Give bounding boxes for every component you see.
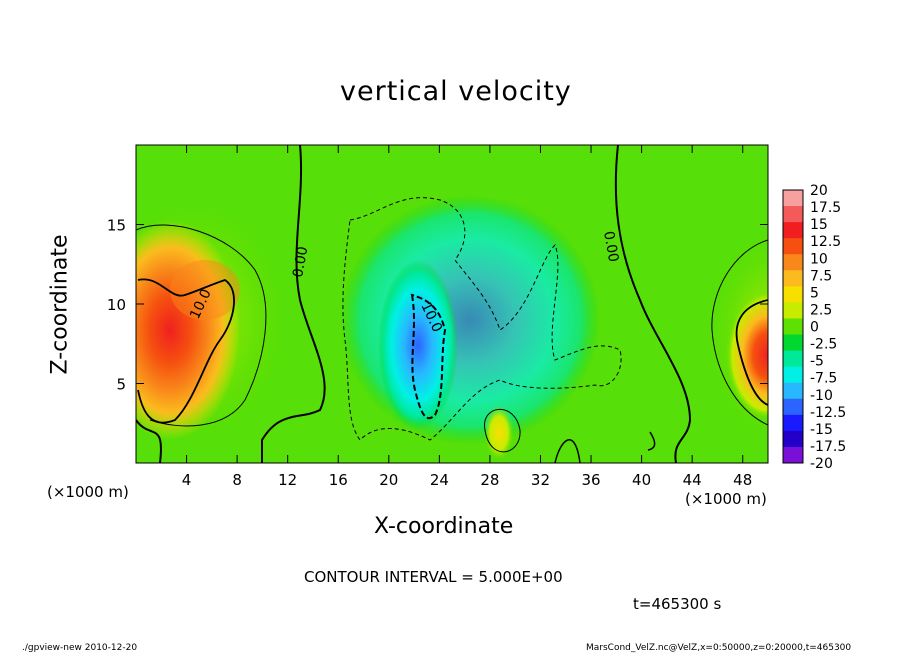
colorbar-label: -15 <box>810 422 833 438</box>
colorbar-swatch <box>783 350 803 368</box>
colorbar-swatch <box>783 318 803 336</box>
y-tick-label: 5 <box>116 376 126 394</box>
contour-zero-mid <box>261 145 326 463</box>
heatmap-feature-yellow-blob <box>484 405 514 461</box>
x-unit-left: (×1000 m) <box>47 483 129 501</box>
colorbar-swatch <box>783 286 803 303</box>
contour-small-loop-2 <box>554 439 581 463</box>
x-unit-right: (×1000 m) <box>685 490 767 508</box>
time-label: t=465300 s <box>633 595 722 613</box>
colorbar-label: 20 <box>810 183 828 199</box>
colorbar-swatch <box>783 414 803 432</box>
colorbar-label: 7.5 <box>810 268 832 284</box>
contour-label-3: 0.00 <box>600 230 621 263</box>
x-tick-label: 36 <box>581 471 600 489</box>
colorbar-label: 5 <box>810 285 819 301</box>
colorbar-label: 17.5 <box>810 200 841 216</box>
colorbar-swatch <box>783 366 803 384</box>
contour-ten-right <box>735 299 768 406</box>
contour-five-right <box>711 239 768 426</box>
colorbar-swatch <box>783 302 803 319</box>
x-tick-label: 32 <box>531 471 550 489</box>
contour-label-1: 0.00 <box>290 245 311 278</box>
x-tick-label: 12 <box>278 471 297 489</box>
colorbar-swatch <box>783 270 803 287</box>
heatmap-feature-right-max <box>726 290 768 420</box>
colorbar-label: 15 <box>810 217 828 233</box>
y-axis-label: Z-coordinate <box>47 234 73 375</box>
heatmap-feature-center-cyan <box>340 195 600 445</box>
contour-interval: CONTOUR INTERVAL = 5.000E+00 <box>304 568 563 586</box>
contour-zero-right <box>614 145 692 463</box>
x-tick-label: 44 <box>683 471 702 489</box>
y-tick-labels: 5 10 15 <box>107 217 126 394</box>
contour-zero-left <box>136 419 162 463</box>
x-tick-labels: 4 8 12 16 20 24 28 32 36 40 44 48 <box>182 471 752 489</box>
colorbar-label: -2.5 <box>810 337 837 353</box>
contour-five-left <box>136 224 267 427</box>
contour-positive-blob <box>484 408 521 453</box>
heatmap-feature-left-max <box>136 220 240 440</box>
x-tick-label: 16 <box>329 471 348 489</box>
x-tick-label: 20 <box>379 471 398 489</box>
y-tick-marks <box>136 224 768 384</box>
colorbar-swatch <box>783 382 803 400</box>
colorbar-label: 12.5 <box>810 234 841 250</box>
colorbar-swatch <box>783 446 803 464</box>
colorbar-swatch <box>783 222 803 239</box>
footer-left: ./gpview-new 2010-12-20 <box>22 643 138 653</box>
colorbar-label: -12.5 <box>810 405 846 421</box>
x-axis-label: X-coordinate <box>374 514 514 539</box>
colorbar-label: -20 <box>810 456 833 472</box>
contour-small-loop <box>647 431 656 451</box>
heatmap-feature-center-min <box>378 260 458 430</box>
colorbar-swatch <box>783 398 803 416</box>
footer-right: MarsCond_VelZ.nc@VelZ,x=0:50000,z=0:2000… <box>586 643 852 653</box>
y-tick-label: 10 <box>107 296 126 314</box>
colorbar-label: -17.5 <box>810 439 846 455</box>
colorbar-label: -7.5 <box>810 371 837 387</box>
colorbar-swatch <box>783 334 803 352</box>
colorbar-label: 0 <box>810 320 819 336</box>
x-tick-label: 4 <box>182 471 192 489</box>
x-tick-label: 24 <box>430 471 449 489</box>
x-tick-label: 40 <box>632 471 651 489</box>
x-tick-label: 48 <box>733 471 752 489</box>
contour-ten-left <box>137 278 235 424</box>
colorbar-label: 10 <box>810 251 828 267</box>
colorbar-label: -5 <box>810 354 824 370</box>
colorbar-label: -10 <box>810 388 833 404</box>
chart-title: vertical velocity <box>340 76 572 107</box>
colorbar-swatch <box>783 254 803 271</box>
colorbar-swatch <box>783 238 803 255</box>
colorbar-swatch <box>783 430 803 448</box>
colorbar <box>782 189 804 464</box>
colorbar-label: 2.5 <box>810 302 832 318</box>
colorbar-swatch <box>783 190 803 207</box>
colorbar-swatch <box>783 206 803 223</box>
x-tick-label: 8 <box>232 471 242 489</box>
contour-neg-ten <box>410 293 447 420</box>
x-tick-label: 28 <box>480 471 499 489</box>
y-tick-label: 15 <box>107 217 126 235</box>
x-tick-marks <box>186 145 744 463</box>
contour-neg-five <box>342 197 622 441</box>
